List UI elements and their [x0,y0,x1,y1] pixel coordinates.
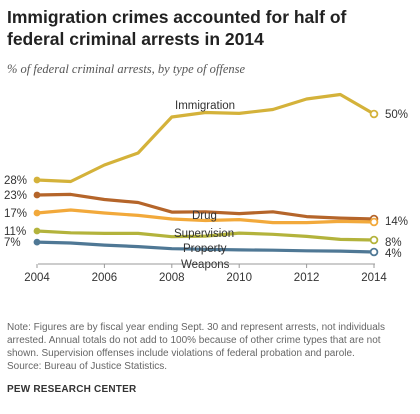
series-name-immigration: Immigration [175,100,235,112]
start-point-supervision [33,209,41,217]
end-label-immigration: 50% [385,109,408,121]
x-tick-label-2008: 2008 [159,272,185,284]
end-point-property [369,235,379,245]
series-name-drug: Drug [192,210,217,222]
line-chart: 2004 2006 2008 2010 2012 2014 28%23%17%11%7% … [4,92,408,284]
end-point-supervision [369,217,379,227]
start-point-drug [33,191,41,199]
x-tick-marks [36,264,375,268]
series-line-property [35,229,376,242]
series-name-property: Property [183,243,227,255]
series-start-labels: 28% 23% 17% 11%7% [4,175,27,249]
start-point-weapons [33,238,41,246]
brand-logo-text: PEW RESEARCH CENTER [7,384,137,395]
chart-note: Note: Figures are by fiscal year ending … [7,322,385,359]
x-tick-label-2014: 2014 [361,272,387,284]
series-name-weapons: Weapons [181,259,230,271]
chart-title: Immigration crimes accounted for half of… [7,7,347,49]
start-label-weapons: 7% [4,237,21,249]
start-label-drug: 23% [4,190,27,202]
end-point-weapons [369,247,379,257]
series-line-immigration [35,92,376,184]
x-tick-label-2004: 2004 [24,272,50,284]
x-tick-label-2010: 2010 [226,272,252,284]
series-markers [33,109,379,257]
start-point-immigration [33,176,41,184]
series-line-drug [35,192,376,221]
chart-source: Source: Bureau of Justice Statistics. [7,361,168,372]
series-line-weapons [35,240,376,254]
end-label-supervision: 14% [385,216,408,228]
x-tick-labels: 2004 2006 2008 2010 2012 2014 [24,272,387,284]
end-point-immigration [369,109,379,119]
series-name-supervision: Supervision [174,228,234,240]
x-tick-label-2006: 2006 [92,272,118,284]
start-label-supervision: 17% [4,208,27,220]
series-name-labels: Immigration Drug Supervision Property Weapon… [174,100,235,271]
start-label-immigration: 28% [4,175,27,187]
series-lines [35,92,376,254]
series-end-labels: 50% 14% 8%4% [385,109,408,260]
start-point-property [33,227,41,235]
series-line-supervision [35,208,376,225]
chart-subtitle: % of federal criminal arrests, by type o… [7,62,246,76]
end-label-weapons: 4% [385,248,402,260]
x-tick-label-2012: 2012 [294,272,320,284]
end-label-property: 8% [385,237,402,249]
start-label-property: 11% [4,226,26,238]
